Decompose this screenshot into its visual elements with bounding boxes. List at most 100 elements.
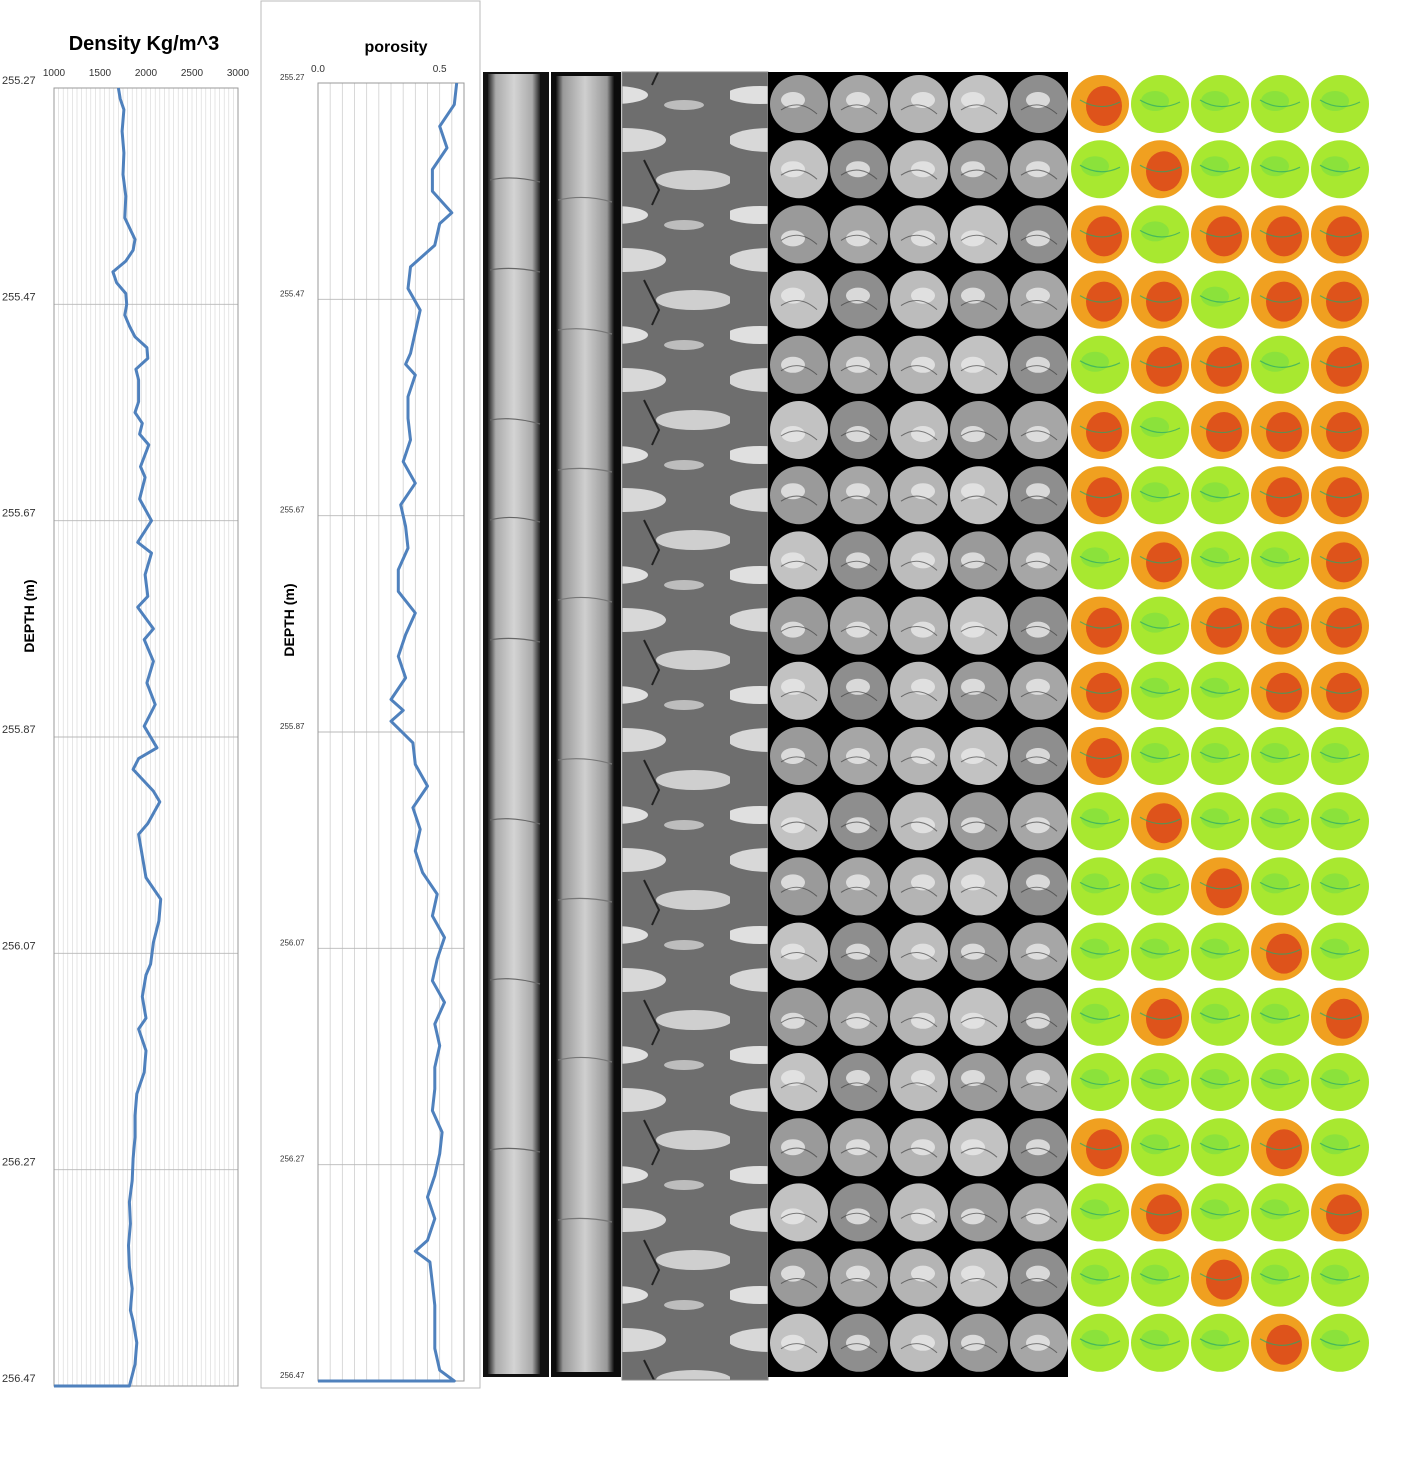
cross-section-gray — [950, 987, 1008, 1046]
ct-core-scan-2 — [551, 72, 621, 1377]
cross-section-color — [1251, 205, 1309, 264]
cross-section-color — [1071, 270, 1129, 329]
cross-section-gray — [1010, 270, 1068, 329]
cross-section-gray — [830, 1183, 888, 1242]
cross-section-color — [1251, 140, 1309, 199]
cross-section-gray — [950, 140, 1008, 199]
cross-section-color — [1251, 270, 1309, 329]
cross-section-color — [1071, 596, 1129, 655]
cross-section-color — [1071, 1183, 1129, 1242]
cross-section-color — [1071, 1118, 1129, 1177]
cross-section-color — [1131, 1183, 1189, 1242]
cross-section-gray — [830, 596, 888, 655]
cross-section-gray — [1010, 1118, 1068, 1177]
cross-section-gray — [950, 1183, 1008, 1242]
cross-section-gray — [830, 727, 888, 785]
density-series-line — [54, 87, 163, 1388]
cross-section-gray — [890, 401, 948, 459]
cross-section-gray — [830, 792, 888, 851]
cross-section-color — [1191, 792, 1249, 851]
cross-section-gray — [950, 922, 1008, 981]
cross-section-color — [1131, 922, 1189, 981]
porosity-x-tick-labels: 0.0 0.5 — [311, 64, 447, 75]
cross-section-gray — [1010, 596, 1068, 655]
cross-section-gray — [950, 466, 1008, 525]
x-tick-label: 2000 — [135, 68, 158, 79]
cross-section-gray — [1010, 1313, 1068, 1372]
cross-section-color — [1131, 466, 1189, 525]
cross-section-gray — [950, 792, 1008, 851]
cross-section-gray — [830, 857, 888, 916]
cross-section-gray — [770, 922, 828, 981]
cross-section-color — [1191, 1053, 1249, 1111]
density-title: Density Kg/m^3 — [69, 33, 220, 55]
cross-section-color — [1131, 1053, 1189, 1111]
cross-section-gray — [830, 335, 888, 394]
cross-section-color — [1131, 335, 1189, 394]
ct-core-scan-1 — [483, 72, 549, 1377]
cross-section-color — [1191, 466, 1249, 525]
porosity-outer-frame — [260, 0, 481, 1389]
cross-section-color — [1191, 661, 1249, 720]
cross-section-color — [1131, 987, 1189, 1046]
cross-section-gray — [1010, 1248, 1068, 1307]
cross-section-color — [1251, 1053, 1309, 1111]
cross-section-gray — [950, 596, 1008, 655]
cross-section-color — [1191, 1183, 1249, 1242]
cross-section-gray — [890, 1053, 948, 1111]
cross-section-gray — [770, 792, 828, 851]
cross-section-color — [1251, 857, 1309, 916]
cross-section-color — [1191, 140, 1249, 199]
cross-section-gray — [830, 922, 888, 981]
cross-section-color — [1251, 335, 1309, 394]
cross-section-gray — [770, 596, 828, 655]
cross-section-gray — [1010, 661, 1068, 720]
ct-slab-image — [621, 71, 769, 1381]
y-tick-label: 255.27 — [2, 75, 36, 87]
cross-section-gray — [890, 1183, 948, 1242]
cross-section-gray — [1010, 335, 1068, 394]
cross-section-color — [1131, 727, 1189, 785]
cross-section-color — [1071, 401, 1129, 459]
cross-section-color — [1071, 1248, 1129, 1307]
cross-section-color — [1311, 792, 1369, 851]
cross-section-gray — [890, 75, 948, 133]
cross-section-color — [1071, 205, 1129, 264]
cross-section-color — [1131, 205, 1189, 264]
x-tick-label: 1000 — [43, 68, 66, 79]
cross-section-gray — [770, 987, 828, 1046]
cross-section-color — [1311, 205, 1369, 264]
ct-cross-sections-color — [1071, 75, 1369, 1372]
cross-section-gray — [770, 401, 828, 459]
cross-section-gray — [890, 1118, 948, 1177]
cross-section-gray — [950, 1248, 1008, 1307]
cross-section-gray — [830, 531, 888, 590]
cross-section-color — [1191, 596, 1249, 655]
density-grid — [53, 87, 239, 1387]
cross-section-color — [1311, 140, 1369, 199]
cross-section-gray — [830, 1248, 888, 1307]
x-tick-label: 3000 — [227, 68, 250, 79]
cross-section-gray — [830, 1313, 888, 1372]
cross-section-color — [1191, 857, 1249, 916]
cross-section-color — [1131, 1313, 1189, 1372]
cross-section-gray — [890, 531, 948, 590]
cross-section-gray — [770, 75, 828, 133]
cross-section-color — [1311, 1248, 1369, 1307]
cross-section-color — [1131, 596, 1189, 655]
cross-section-color — [1071, 922, 1129, 981]
cross-section-color — [1311, 987, 1369, 1046]
cross-section-gray — [1010, 140, 1068, 199]
y-tick-label: 255.87 — [280, 722, 305, 731]
cross-section-gray — [890, 270, 948, 329]
cross-section-color — [1191, 270, 1249, 329]
cross-section-gray — [770, 531, 828, 590]
cross-section-color — [1191, 335, 1249, 394]
cross-section-color — [1071, 140, 1129, 199]
cross-section-gray — [830, 661, 888, 720]
cross-section-gray — [950, 401, 1008, 459]
y-tick-label: 255.47 — [280, 289, 305, 298]
cross-section-gray — [770, 140, 828, 199]
cross-section-gray — [830, 1118, 888, 1177]
